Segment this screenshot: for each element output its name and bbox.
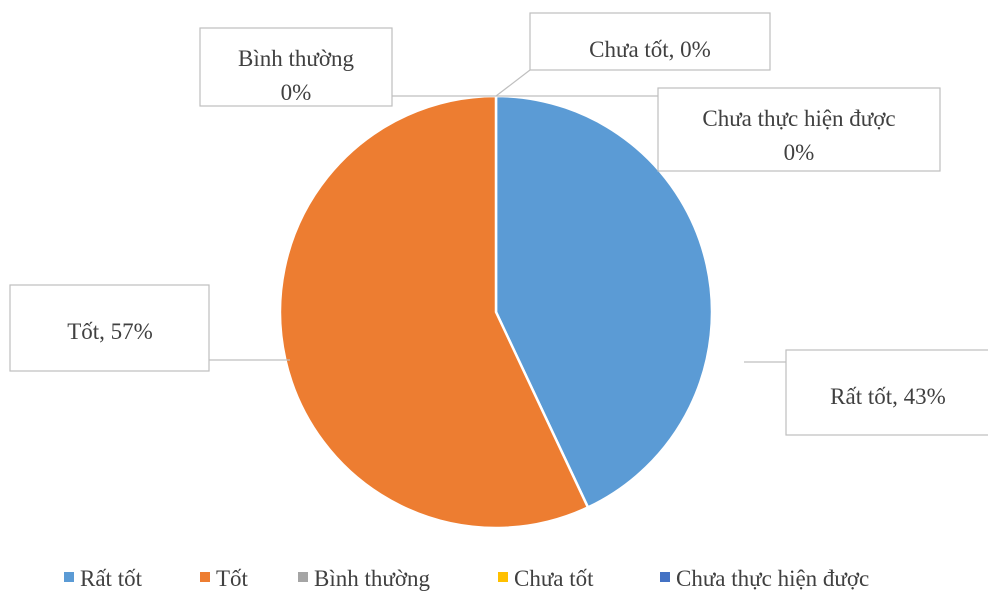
data-label-text: Chưa tốt, 0% bbox=[589, 37, 711, 62]
legend-item-chua-thuc-hien-duoc: Chưa thực hiện được bbox=[660, 566, 869, 591]
legend-item-rat-tot: Rất tốt bbox=[64, 566, 143, 591]
legend-label: Bình thường bbox=[314, 566, 430, 591]
legend-swatch bbox=[298, 572, 308, 582]
legend-label: Chưa thực hiện được bbox=[676, 566, 869, 591]
data-label-text: Chưa thực hiện được bbox=[702, 106, 895, 131]
legend-item-tot: Tốt bbox=[200, 566, 249, 591]
legend-item-chua-tot: Chưa tốt bbox=[498, 566, 594, 591]
data-label-box bbox=[529, 12, 771, 71]
legend: Rất tốt Tốt Bình thường Chưa tốt Chưa thực h… bbox=[64, 566, 869, 591]
pie-slices bbox=[278, 94, 714, 530]
pie-slice-tot bbox=[278, 94, 590, 530]
legend-swatch bbox=[498, 572, 508, 582]
pie-slice-rat-tot bbox=[494, 94, 714, 510]
legend-swatch bbox=[660, 572, 670, 582]
data-label-text: Bình thường bbox=[238, 46, 354, 71]
legend-label: Rất tốt bbox=[80, 566, 143, 591]
data-label-text: Tốt, 57% bbox=[67, 319, 153, 344]
legend-swatch bbox=[64, 572, 74, 582]
data-label-text: 0% bbox=[281, 80, 312, 105]
leader-line bbox=[495, 69, 531, 97]
data-label-callouts: Rất tốt, 43% Tốt, 57% Bình thường 0% Chưa tố… bbox=[9, 12, 988, 436]
data-label-box bbox=[657, 87, 941, 172]
legend-item-binh-thuong: Bình thường bbox=[298, 566, 430, 591]
data-label-text: Rất tốt, 43% bbox=[830, 384, 946, 409]
legend-label: Chưa tốt bbox=[514, 566, 594, 591]
data-label-rat-tot: Rất tốt, 43% bbox=[744, 349, 988, 436]
data-label-box bbox=[199, 27, 393, 107]
data-label-box bbox=[785, 349, 988, 436]
data-label-text: 0% bbox=[784, 140, 815, 165]
data-label-chua-thuc-hien-duoc: Chưa thực hiện được 0% bbox=[496, 87, 941, 172]
data-label-chua-tot: Chưa tốt, 0% bbox=[495, 12, 771, 97]
legend-swatch bbox=[200, 572, 210, 582]
data-label-box bbox=[9, 284, 210, 372]
legend-label: Tốt bbox=[216, 566, 249, 591]
data-label-binh-thuong: Bình thường 0% bbox=[199, 27, 496, 107]
data-label-tot: Tốt, 57% bbox=[9, 284, 290, 372]
